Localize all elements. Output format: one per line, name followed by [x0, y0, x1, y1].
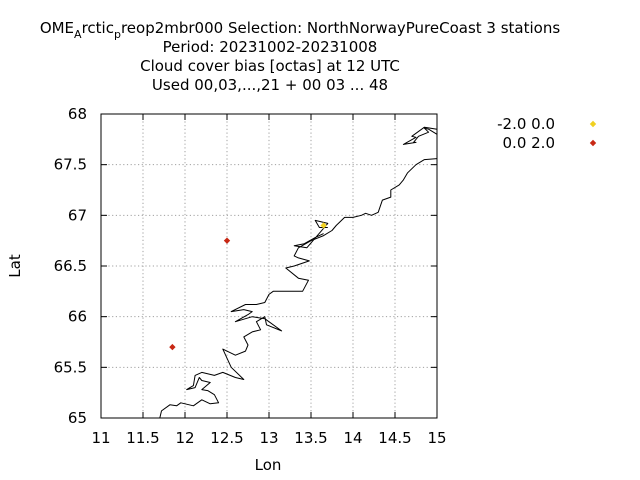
y-tick-label: 65.5 [54, 358, 87, 376]
y-tick-labels: 65 65.5 66 66.5 67 67.5 68 [54, 105, 87, 427]
legend: -2.0 0.00.0 2.0 [497, 115, 597, 152]
legend-label: 0.0 2.0 [503, 134, 555, 152]
x-tick-label: 13.5 [294, 429, 327, 447]
x-tick-label: 15 [427, 429, 446, 447]
title-part: A [74, 28, 82, 41]
y-tick-label: 66.5 [54, 257, 87, 275]
legend-label: -2.0 0.0 [497, 115, 555, 133]
x-axis-label: Lon [255, 456, 282, 474]
coastline [159, 126, 438, 419]
title-part: rctic [82, 19, 114, 37]
grid-lines [101, 114, 437, 418]
data-points [169, 222, 327, 351]
axis-ticks [100, 113, 438, 419]
x-tick-label: 11 [91, 429, 110, 447]
title-line-1: OMEArcticpreop2mbr000 Selection: NorthNo… [40, 19, 561, 41]
x-tick-label: 12 [175, 429, 194, 447]
x-tick-label: 14 [343, 429, 362, 447]
title-part: OME [40, 19, 74, 37]
x-tick-label: 12.5 [210, 429, 243, 447]
legend-marker [589, 120, 597, 128]
y-tick-label: 67.5 [54, 156, 87, 174]
x-tick-labels: 11 11.5 12 12.5 13 13.5 14 14.5 15 [91, 429, 446, 447]
coastline-segment [402, 126, 438, 145]
legend-marker [589, 139, 597, 147]
y-tick-label: 67 [68, 206, 87, 224]
title-line-4: Used 00,03,...,21 + 00 03 ... 48 [152, 76, 388, 94]
title-part: p [114, 28, 121, 41]
y-tick-label: 68 [68, 105, 87, 123]
coastline-segment [293, 219, 329, 249]
x-tick-label: 13 [259, 429, 278, 447]
title-line-2: Period: 20231002-20231008 [163, 38, 378, 56]
y-tick-label: 66 [68, 308, 87, 326]
data-point [169, 343, 176, 351]
coastline-segment [159, 158, 438, 419]
x-tick-label: 14.5 [378, 429, 411, 447]
y-axis-label: Lat [6, 254, 24, 278]
title-part: reop2mbr000 Selection: NorthNorwayPureCo… [121, 19, 560, 37]
y-tick-label: 65 [68, 409, 87, 427]
data-point [223, 237, 231, 244]
data-point [320, 222, 327, 229]
x-tick-label: 11.5 [126, 429, 159, 447]
title-line-3: Cloud cover bias [octas] at 12 UTC [140, 57, 400, 75]
chart-title: OMEArcticpreop2mbr000 Selection: NorthNo… [40, 19, 561, 94]
